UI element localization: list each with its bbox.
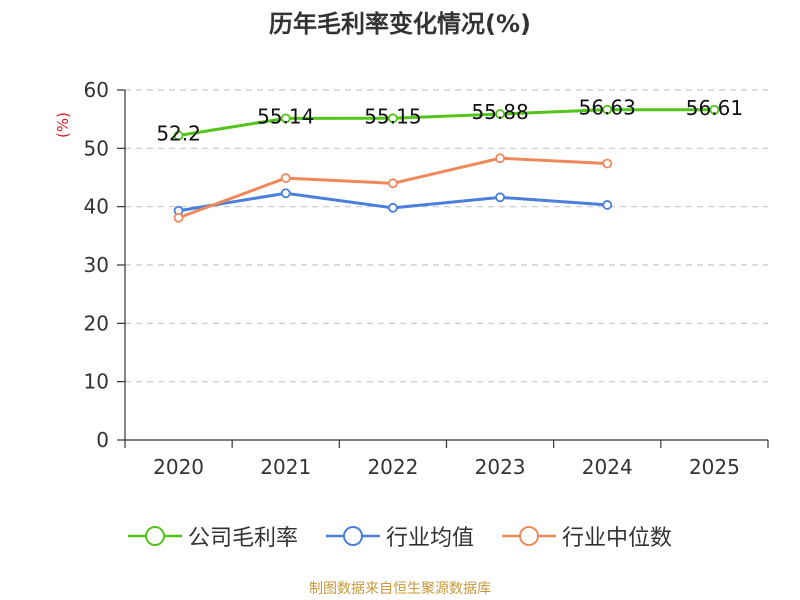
data-label: 55.88 [471,100,528,124]
data-point [280,188,291,199]
y-tick-label: 50 [84,136,109,160]
y-tick-label: 40 [84,195,109,219]
data-label: 56.61 [686,96,743,120]
chart-title: 历年毛利率变化情况(%) [269,10,531,38]
legend: 公司毛利率 行业均值 行业中位数 [0,520,800,552]
x-tick-label: 2023 [475,455,526,479]
y-tick-label: 30 [84,253,109,277]
x-tick-label: 2020 [153,455,204,479]
x-tick-label: 2024 [582,455,633,479]
data-label: 52.2 [156,122,201,146]
data-point [388,113,398,124]
data-point [173,212,184,223]
y-tick-label: 60 [84,78,109,102]
data-point [709,104,720,115]
x-tick-label: 2025 [689,455,740,479]
legend-item[interactable]: 行业均值 [325,520,474,552]
line-chart: 0 10 20 30 40 50 60 2020 2021 2022 2023 2024 2025 (%)… [54,78,769,479]
data-point [388,178,398,189]
x-tick-label: 2021 [260,455,311,479]
data-point [388,202,398,213]
axis-layer: 0 10 20 30 40 50 60 2020 2021 2022 2023 2024 2025 (%) [54,78,769,479]
legend-marker-icon [325,526,380,546]
y-tick-label: 0 [96,428,109,452]
source-note: 制图数据来自恒生聚源数据库 [309,581,491,597]
y-tick-label: 10 [84,370,109,394]
data-point [173,130,184,141]
data-point [495,153,505,164]
legend-label: 行业均值 [385,526,474,551]
data-label: 56.63 [579,96,636,120]
label-layer: 52.2 55.14 55.15 55.88 56.63 56.61 [156,96,743,146]
series-layer [173,104,720,223]
y-tick-label: 20 [84,311,109,335]
grid-layer [125,89,768,383]
y-axis-label: (%) [54,112,72,138]
legend-label: 公司毛利率 [187,526,298,551]
data-point [602,104,613,115]
legend-item[interactable]: 行业中位数 [502,520,672,552]
legend-marker-icon [127,526,182,546]
data-point [602,200,613,210]
data-label: 55.14 [257,104,314,128]
data-label: 55.15 [364,104,421,128]
legend-label: 行业中位数 [562,526,673,551]
x-tick-label: 2022 [367,455,418,479]
legend-marker-icon [502,526,556,546]
data-point [495,109,505,119]
legend-item[interactable]: 公司毛利率 [127,520,298,552]
data-point [495,192,505,203]
data-point [602,158,613,169]
data-point [280,113,291,124]
data-point [280,173,291,183]
series-line [178,108,715,137]
